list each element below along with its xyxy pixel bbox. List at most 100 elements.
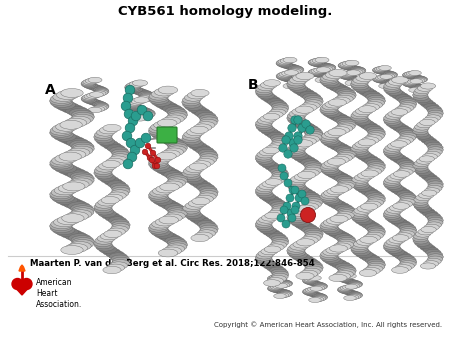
Ellipse shape	[54, 132, 76, 141]
Ellipse shape	[270, 174, 288, 181]
Ellipse shape	[342, 61, 356, 67]
Ellipse shape	[428, 108, 443, 114]
Ellipse shape	[338, 287, 350, 292]
Ellipse shape	[255, 88, 272, 95]
Ellipse shape	[323, 80, 341, 88]
Ellipse shape	[53, 100, 76, 110]
Ellipse shape	[256, 185, 273, 192]
Ellipse shape	[282, 71, 296, 76]
Ellipse shape	[393, 171, 410, 177]
Ellipse shape	[268, 285, 281, 290]
Ellipse shape	[384, 119, 401, 125]
Ellipse shape	[104, 230, 122, 238]
Ellipse shape	[276, 74, 290, 79]
Ellipse shape	[289, 110, 307, 118]
Ellipse shape	[412, 78, 425, 83]
Ellipse shape	[399, 225, 416, 231]
Ellipse shape	[415, 85, 428, 90]
Ellipse shape	[268, 210, 285, 217]
Ellipse shape	[383, 117, 400, 123]
Ellipse shape	[99, 246, 117, 254]
Ellipse shape	[330, 114, 348, 121]
Ellipse shape	[355, 185, 372, 192]
Ellipse shape	[279, 62, 292, 68]
Ellipse shape	[351, 247, 369, 254]
Ellipse shape	[413, 236, 428, 242]
Ellipse shape	[345, 60, 359, 66]
Ellipse shape	[270, 275, 286, 282]
Ellipse shape	[400, 195, 417, 201]
Ellipse shape	[362, 104, 380, 111]
Ellipse shape	[335, 125, 353, 132]
Ellipse shape	[50, 95, 73, 103]
Ellipse shape	[400, 261, 416, 267]
Ellipse shape	[399, 193, 416, 199]
Ellipse shape	[319, 63, 333, 69]
Ellipse shape	[140, 92, 155, 98]
Ellipse shape	[383, 80, 396, 85]
Circle shape	[147, 155, 153, 161]
Ellipse shape	[311, 71, 326, 77]
Ellipse shape	[413, 94, 429, 100]
Ellipse shape	[93, 101, 107, 107]
Ellipse shape	[374, 69, 387, 74]
Ellipse shape	[333, 145, 352, 152]
Ellipse shape	[261, 214, 278, 221]
Ellipse shape	[293, 121, 311, 128]
Ellipse shape	[272, 139, 289, 145]
Ellipse shape	[195, 195, 213, 202]
Ellipse shape	[268, 132, 284, 139]
Ellipse shape	[418, 135, 434, 142]
Ellipse shape	[305, 199, 323, 206]
Ellipse shape	[302, 268, 320, 275]
Ellipse shape	[255, 221, 272, 227]
Ellipse shape	[336, 88, 354, 95]
Ellipse shape	[419, 172, 434, 178]
Ellipse shape	[356, 238, 374, 245]
Ellipse shape	[261, 248, 278, 255]
Ellipse shape	[90, 100, 104, 106]
Ellipse shape	[56, 122, 78, 131]
Ellipse shape	[184, 211, 202, 219]
Ellipse shape	[368, 230, 385, 237]
Circle shape	[294, 132, 302, 140]
Ellipse shape	[200, 188, 218, 196]
Circle shape	[288, 124, 296, 132]
Ellipse shape	[265, 164, 282, 171]
Ellipse shape	[415, 76, 428, 81]
Ellipse shape	[351, 77, 365, 82]
Ellipse shape	[301, 203, 319, 210]
Ellipse shape	[368, 197, 385, 204]
Ellipse shape	[343, 290, 356, 295]
Ellipse shape	[391, 141, 407, 147]
Ellipse shape	[187, 128, 205, 136]
Ellipse shape	[390, 173, 407, 179]
Ellipse shape	[274, 279, 287, 284]
Ellipse shape	[389, 237, 405, 243]
Ellipse shape	[360, 89, 377, 96]
Ellipse shape	[416, 158, 432, 164]
Ellipse shape	[314, 283, 326, 288]
Ellipse shape	[265, 130, 281, 137]
Ellipse shape	[54, 164, 77, 173]
Ellipse shape	[346, 65, 360, 71]
Ellipse shape	[95, 88, 109, 93]
Ellipse shape	[333, 116, 351, 123]
Ellipse shape	[271, 103, 288, 110]
Ellipse shape	[368, 228, 386, 235]
Ellipse shape	[302, 136, 319, 143]
Ellipse shape	[97, 174, 116, 181]
Ellipse shape	[154, 121, 173, 129]
Ellipse shape	[107, 145, 125, 152]
Ellipse shape	[81, 81, 95, 87]
Ellipse shape	[297, 123, 315, 130]
Ellipse shape	[58, 134, 80, 143]
Ellipse shape	[200, 225, 218, 233]
Ellipse shape	[320, 224, 338, 232]
Ellipse shape	[358, 187, 375, 194]
Ellipse shape	[387, 217, 405, 223]
Ellipse shape	[404, 72, 417, 77]
Ellipse shape	[157, 199, 177, 208]
Ellipse shape	[165, 115, 184, 123]
Ellipse shape	[104, 142, 122, 150]
